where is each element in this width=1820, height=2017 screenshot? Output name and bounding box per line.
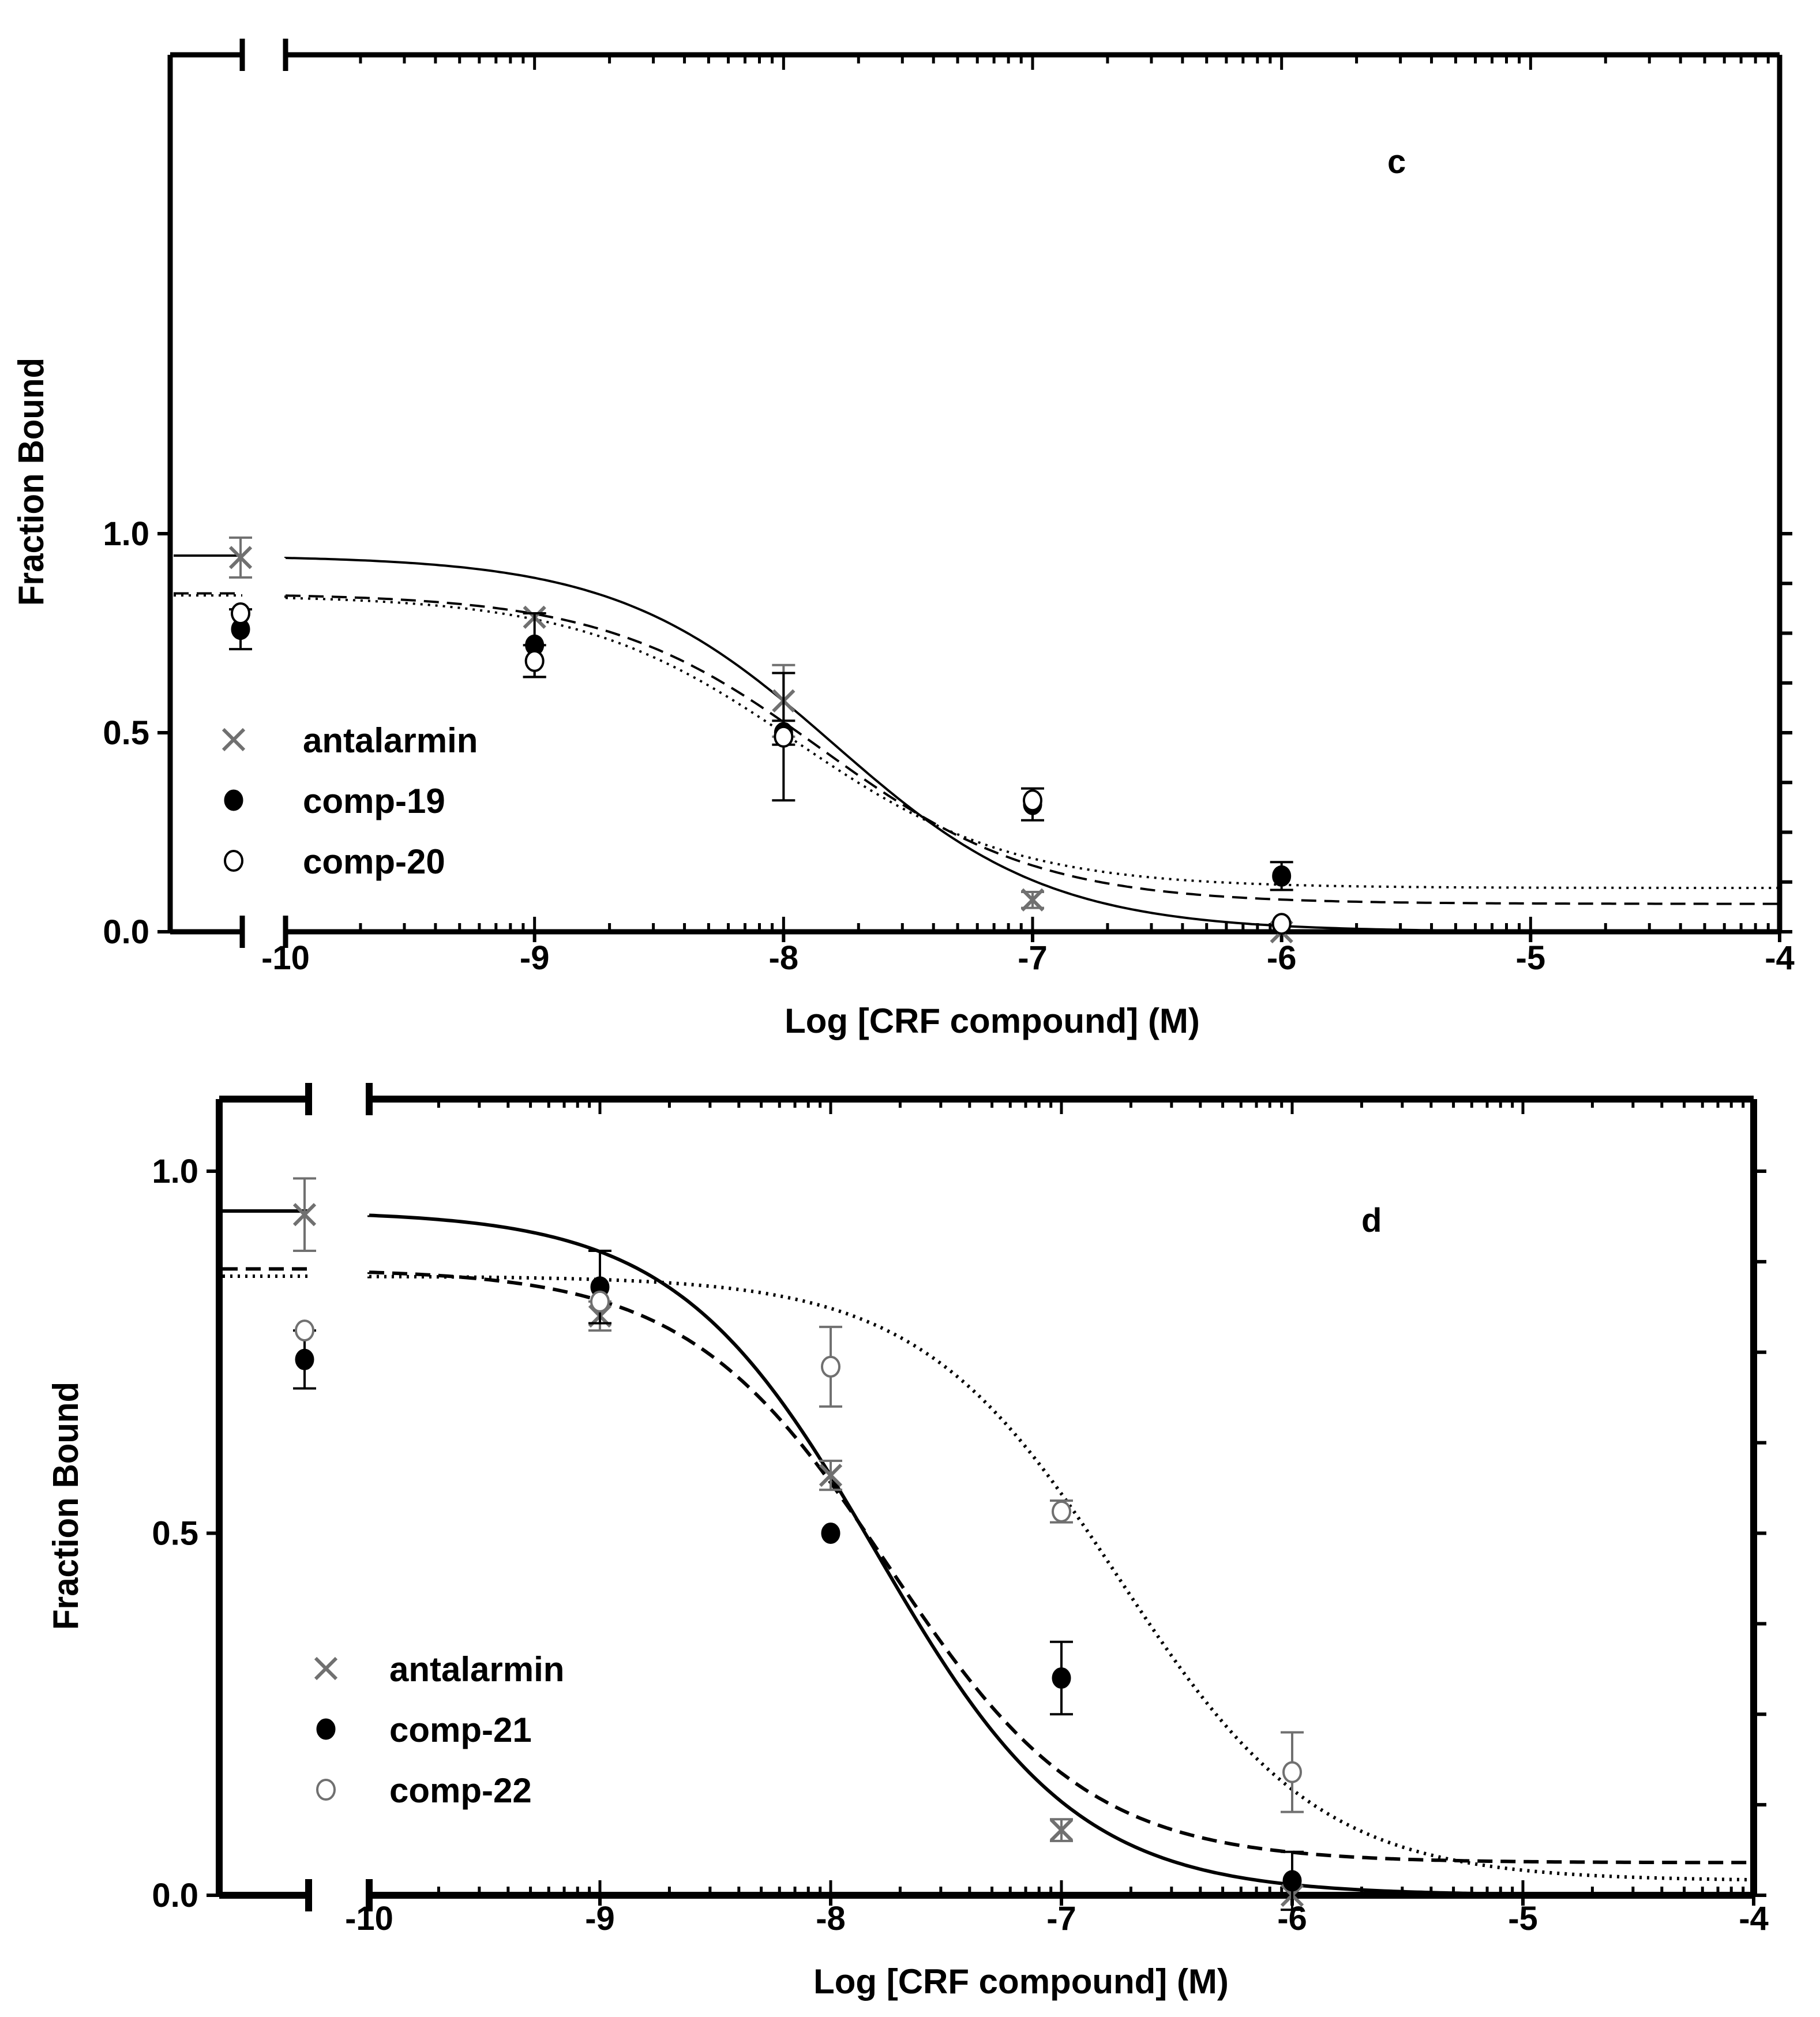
legend-marker-comp-19 [224,789,243,811]
y-tick-label: 0.5 [152,1515,198,1553]
fit-curve-antalarmin [174,554,1780,933]
point-comp-19 [1272,865,1292,887]
x-tick-label: -5 [1516,939,1546,977]
x-tick-label: -10 [345,1900,393,1937]
legend-marker-comp-22 [316,1779,336,1801]
point-comp-21 [821,1523,840,1544]
legend-marker-comp-21 [316,1718,336,1740]
x-tick-label: -9 [520,939,550,977]
x-tick-label: -8 [769,939,799,977]
point-comp-22 [295,1319,314,1342]
x-tick-label: -7 [1046,1900,1076,1937]
point-comp-20 [524,650,545,672]
x-axis-title: Log [CRF compound] (M) [813,1962,1229,2001]
y-axis-title: Fraction Bound [46,1382,86,1630]
legend-label-comp-22: comp-22 [389,1771,532,1810]
point-comp-22 [821,1355,840,1378]
x-tick-label: -4 [1739,1900,1769,1937]
y-tick-label: 1.0 [152,1153,198,1190]
panel-c-chart: -10 -9 -8 -7 -6 -5 -4 0.0 0.5 1.0 Log [CRF compoun… [12,39,1795,1040]
point-antalarmin [292,1203,317,1227]
y-tick-label: 1.0 [103,515,149,553]
legend-label-comp-21: comp-21 [389,1711,532,1749]
point-antalarmin [1049,1818,1074,1842]
y-tick-label: 0.0 [152,1877,198,1914]
point-comp-21 [1052,1667,1071,1689]
point-antalarmin [819,1463,843,1487]
fit-curve-comp-21 [223,1267,1754,1865]
legend-marker-antalarmin [222,728,246,752]
x-tick-label: -9 [585,1900,615,1937]
point-comp-22 [590,1290,610,1313]
point-comp-20 [1023,789,1042,812]
legend-label-comp-19: comp-19 [303,782,445,820]
legend-label-antalarmin: antalarmin [389,1650,564,1689]
point-comp-22 [1052,1500,1071,1523]
legend-label-comp-20: comp-20 [303,842,445,881]
y-axis-title: Fraction Bound [12,358,51,606]
x-tick-label: -4 [1765,939,1795,977]
point-comp-21 [295,1348,314,1370]
legend-label-antalarmin: antalarmin [303,721,478,760]
legend-marker-comp-20 [224,850,243,872]
point-antalarmin [1020,888,1045,912]
point-comp-20 [774,725,794,748]
point-comp-21 [1282,1870,1302,1892]
point-comp-20 [1271,913,1292,935]
panel-label: c [1387,143,1406,181]
point-antalarmin [228,546,253,569]
x-tick-label: -7 [1018,939,1048,977]
fit-curve-comp-20 [174,594,1780,889]
x-axis-title: Log [CRF compound] (M) [785,1002,1200,1040]
panel-label: d [1361,1202,1382,1239]
point-comp-22 [1282,1761,1302,1783]
y-tick-label: 0.0 [103,913,149,951]
y-tick-label: 0.5 [103,714,149,752]
point-comp-20 [231,602,250,624]
x-tick-label: -10 [261,939,310,977]
legend-marker-antalarmin [314,1656,338,1681]
x-tick-label: -8 [816,1900,846,1937]
x-tick-label: -5 [1508,1900,1538,1937]
x-tick-label: -6 [1267,939,1297,977]
